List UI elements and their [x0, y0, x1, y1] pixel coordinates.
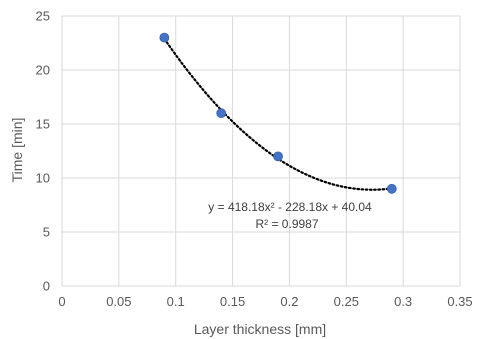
x-tick-label: 0.25	[334, 294, 359, 309]
y-tick-label: 0	[43, 279, 50, 294]
x-axis-title: Layer thickness [mm]	[194, 321, 326, 337]
y-tick-label: 10	[36, 171, 50, 186]
data-point	[216, 108, 227, 119]
x-tick-label: 0.35	[447, 294, 472, 309]
r-squared-label: R² = 0.9987	[255, 217, 318, 231]
y-tick-label: 15	[36, 117, 50, 132]
y-tick-label: 20	[36, 63, 50, 78]
x-tick-labels: 0 0.05 0.1 0.15 0.2 0.25 0.3 0.35	[58, 294, 472, 309]
x-tick-label: 0	[58, 294, 65, 309]
trendline	[163, 37, 393, 191]
y-axis-title: Time [min]	[9, 118, 25, 183]
y-tick-label: 25	[36, 9, 50, 24]
x-tick-label: 0.15	[220, 294, 245, 309]
y-tick-labels: 0 5 10 15 20 25	[36, 9, 50, 294]
y-tick-label: 5	[43, 225, 50, 240]
data-point	[159, 32, 170, 43]
data-point	[273, 151, 283, 162]
grid-lines	[61, 15, 461, 287]
x-tick-label: 0.1	[167, 294, 185, 309]
x-tick-label: 0.3	[394, 294, 412, 309]
data-point	[386, 183, 397, 194]
trendline-equation: y = 418.18x² - 228.18x + 40.04	[208, 200, 372, 214]
data-points	[159, 32, 397, 194]
x-tick-label: 0.05	[106, 294, 131, 309]
x-tick-label: 0.2	[280, 294, 298, 309]
